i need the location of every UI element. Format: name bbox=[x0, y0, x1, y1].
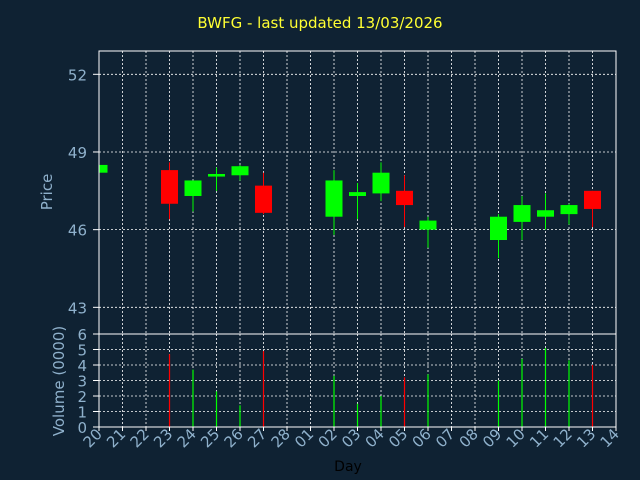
candle-body bbox=[490, 216, 507, 241]
candle bbox=[184, 180, 202, 212]
candle bbox=[208, 167, 225, 191]
price-tick-label: 43 bbox=[68, 299, 87, 317]
candle bbox=[584, 190, 601, 228]
candle-body bbox=[255, 185, 272, 213]
day-tick-label: 01 bbox=[291, 425, 317, 451]
candle bbox=[560, 203, 578, 225]
day-tick-label: 08 bbox=[456, 425, 482, 451]
volume-tick-label: 3 bbox=[77, 373, 87, 391]
volume-tick-label: 0 bbox=[77, 419, 87, 437]
day-tick-label: 12 bbox=[550, 425, 576, 451]
day-tick-label: 07 bbox=[432, 425, 458, 451]
volume-tick-label: 1 bbox=[77, 404, 87, 422]
day-tick-label: 13 bbox=[573, 425, 599, 451]
candle bbox=[161, 162, 178, 220]
chart-title: BWFG - last updated 13/03/2026 bbox=[197, 14, 443, 32]
candle bbox=[419, 216, 437, 248]
candle-body bbox=[560, 205, 578, 215]
price-candles bbox=[98, 162, 601, 259]
price-tick-label: 46 bbox=[68, 222, 87, 240]
day-tick-label: 06 bbox=[409, 425, 435, 451]
candle-body bbox=[584, 190, 601, 209]
day-tick-label: 11 bbox=[526, 425, 552, 451]
price-tick-label: 52 bbox=[68, 66, 87, 84]
candle-body bbox=[349, 192, 366, 196]
volume-axis-label: Volume (0000) bbox=[50, 326, 68, 436]
day-tick-label: 03 bbox=[338, 425, 364, 451]
day-axis-label: Day bbox=[334, 459, 362, 475]
volume-tick-label: 6 bbox=[77, 326, 87, 344]
day-tick-label: 27 bbox=[244, 425, 270, 451]
day-tick-label: 02 bbox=[315, 425, 341, 451]
price-axis-label: Price bbox=[38, 174, 56, 211]
day-tick-label: 21 bbox=[103, 425, 129, 451]
candle bbox=[513, 195, 531, 241]
day-tick-label: 04 bbox=[362, 425, 388, 451]
candle-body bbox=[184, 180, 202, 196]
volume-tick-label: 4 bbox=[77, 357, 87, 375]
day-x-ticks: 2021222324252627280102030405060708091011… bbox=[80, 425, 623, 451]
volume-tick-label: 2 bbox=[77, 388, 87, 406]
candle bbox=[349, 183, 366, 220]
candle-body bbox=[537, 210, 554, 217]
volume-bars bbox=[168, 347, 594, 427]
candle bbox=[537, 193, 554, 230]
candle bbox=[396, 175, 413, 228]
candle-body bbox=[513, 205, 531, 222]
day-tick-label: 23 bbox=[150, 425, 176, 451]
candle-body bbox=[99, 164, 108, 173]
day-tick-label: 10 bbox=[503, 425, 529, 451]
candle-body bbox=[325, 180, 343, 217]
price-y-ticks: 52 49 46 43 bbox=[68, 66, 99, 317]
candle-body bbox=[208, 173, 225, 177]
day-tick-label: 22 bbox=[127, 425, 153, 451]
candle bbox=[231, 164, 249, 181]
candle bbox=[98, 164, 108, 176]
day-tick-label: 14 bbox=[597, 425, 623, 451]
day-tick-label: 09 bbox=[479, 425, 505, 451]
candle bbox=[490, 214, 507, 259]
day-tick-label: 28 bbox=[268, 425, 294, 451]
day-tick-label: 26 bbox=[221, 425, 247, 451]
day-tick-label: 05 bbox=[385, 425, 411, 451]
candle-body bbox=[419, 220, 437, 230]
candle bbox=[255, 172, 272, 215]
candle-body bbox=[372, 172, 390, 194]
price-tick-label: 49 bbox=[68, 144, 87, 162]
candle-body bbox=[161, 170, 178, 204]
candle-body bbox=[231, 166, 249, 176]
day-tick-label: 24 bbox=[174, 425, 200, 451]
volume-tick-label: 5 bbox=[77, 342, 87, 360]
candle bbox=[325, 170, 343, 235]
candle-body bbox=[396, 190, 413, 206]
candle bbox=[372, 162, 390, 202]
day-tick-label: 25 bbox=[197, 425, 223, 451]
